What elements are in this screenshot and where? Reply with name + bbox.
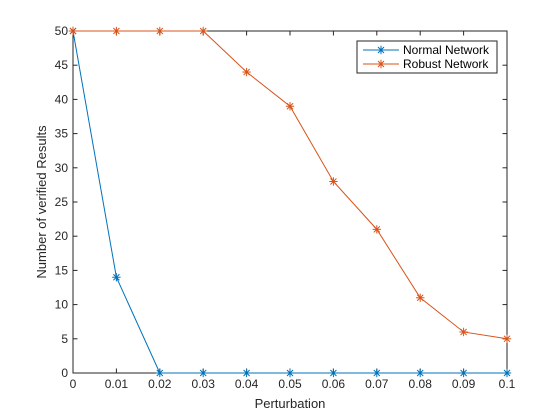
y-tick-label: 50 xyxy=(55,24,69,38)
y-tick-label: 25 xyxy=(55,195,69,209)
data-point xyxy=(112,273,121,282)
data-point xyxy=(242,368,251,378)
x-tick-label: 0.08 xyxy=(409,377,433,391)
data-point xyxy=(199,26,208,36)
y-tick-label: 45 xyxy=(55,58,69,72)
legend-marker xyxy=(376,59,386,69)
data-point xyxy=(68,26,78,36)
x-tick-label: 0.07 xyxy=(365,377,389,391)
data-point xyxy=(329,368,338,378)
y-tick-label: 20 xyxy=(55,229,69,243)
data-point xyxy=(155,368,164,378)
y-tick-label: 40 xyxy=(55,92,69,106)
legend-box xyxy=(356,40,498,74)
legend-label: Normal Network xyxy=(403,43,490,57)
data-point xyxy=(372,225,381,234)
y-tick-label: 30 xyxy=(55,161,69,175)
data-point xyxy=(155,26,164,36)
data-point xyxy=(502,334,512,343)
legend-item: Normal Network xyxy=(363,43,490,57)
y-tick-label: 0 xyxy=(61,366,68,380)
x-tick-label: 0 xyxy=(70,377,77,391)
x-tick-label: 0.05 xyxy=(278,377,302,391)
data-point xyxy=(459,327,468,337)
data-point xyxy=(285,102,295,111)
x-tick-label: 0.03 xyxy=(192,377,216,391)
axes-box xyxy=(72,30,508,374)
y-tick-label: 10 xyxy=(55,298,69,312)
data-point xyxy=(199,368,208,378)
x-tick-label: 0.09 xyxy=(452,377,476,391)
data-point xyxy=(459,368,468,378)
plot-area xyxy=(72,30,508,374)
x-tick-label: 0.1 xyxy=(499,377,516,391)
series-layer xyxy=(68,26,512,378)
x-axis-label: Perturbation xyxy=(255,396,326,411)
x-tick-label: 0.06 xyxy=(322,377,346,391)
x-tick-label: 0.02 xyxy=(148,377,172,391)
data-point xyxy=(372,368,381,378)
data-point xyxy=(502,368,512,378)
x-tick-label: 0.01 xyxy=(105,377,129,391)
data-point xyxy=(329,177,338,186)
y-tick-label: 35 xyxy=(55,127,69,141)
legend-label: Robust Network xyxy=(403,57,489,71)
y-tick-label: 15 xyxy=(55,263,69,277)
data-point xyxy=(416,368,425,378)
y-axis-label: Number of verified Results xyxy=(34,125,49,279)
data-point xyxy=(416,293,425,302)
axis-ticks: 0 0.01 0.02 0.03 0.04 0.05 0.06 0.07 0.08 0.09 0.1… xyxy=(55,24,516,391)
y-tick-label: 5 xyxy=(61,332,68,346)
x-tick-label: 0.04 xyxy=(235,377,259,391)
series-robust-network xyxy=(68,26,512,343)
data-point xyxy=(242,67,251,77)
data-point xyxy=(112,26,121,36)
legend-marker xyxy=(376,45,386,55)
data-point xyxy=(285,368,295,378)
legend-item: Robust Network xyxy=(363,57,489,71)
